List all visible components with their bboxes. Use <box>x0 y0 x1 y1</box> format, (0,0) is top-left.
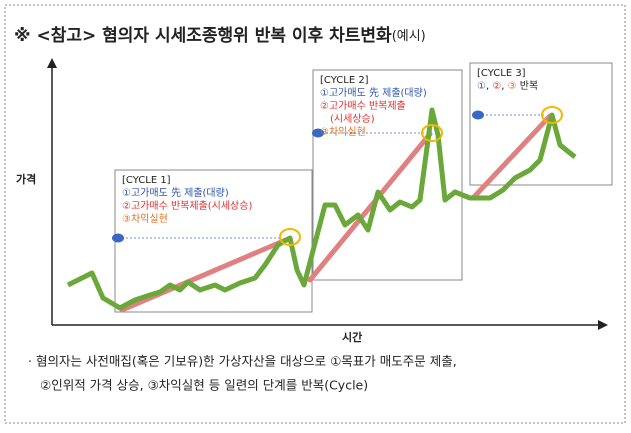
title: ※ <참고> 혐의자 시세조종행위 반복 이후 차트변화(예시) <box>14 25 426 46</box>
target-lines <box>118 114 544 239</box>
cycle-step: ②고가매수 반복제출 <box>320 100 406 112</box>
repeat: 반복 <box>517 80 539 92</box>
note-line: ②인위적 가격 상승, ③차익실현 등 일련의 단계를 반복(Cycle) <box>40 378 368 393</box>
trend-lines <box>119 113 553 313</box>
cycle-box <box>312 69 463 281</box>
frame <box>4 4 626 424</box>
step-2: ② <box>492 81 501 92</box>
cycle-label: [CYCLE 3] <box>477 68 526 79</box>
cycle-step: ③차익실현 <box>320 126 366 138</box>
separator: , <box>486 81 492 92</box>
cycle-step: ①고가매도 先 제출(대량) <box>320 87 427 99</box>
cycle-step: ②고가매수 반복제출(시세상승) <box>122 200 252 212</box>
cycle-step: ③차익실현 <box>122 213 168 225</box>
peak-circles <box>279 106 563 246</box>
cycle-step: (시세상승) <box>330 113 375 125</box>
step-1: ① <box>477 81 486 92</box>
x-arrow <box>598 320 608 330</box>
cycle-step: ①, ②, ③ 반복 <box>477 80 538 92</box>
y-label: 가격 <box>16 172 36 186</box>
title-suffix: (예시) <box>392 29 426 44</box>
step-3: ③ <box>508 81 517 92</box>
cycle-label: [CYCLE 1] <box>122 175 171 186</box>
note-line: · 혐의자는 사전매집(혹은 기보유)한 가상자산을 대상으로 ①목표가 매도주… <box>28 354 457 369</box>
target-dots <box>112 110 484 243</box>
y-arrow <box>47 58 57 68</box>
cycle-label: [CYCLE 2] <box>320 75 369 86</box>
cycle-box <box>469 62 613 186</box>
separator: , <box>501 81 507 92</box>
price-line <box>66 107 577 311</box>
x-label: 시간 <box>342 330 362 344</box>
title-main: ※ <참고> 혐의자 시세조종행위 반복 이후 차트변화 <box>14 25 392 46</box>
cycle-step: ①고가매도 先 제출(대량) <box>122 187 229 199</box>
